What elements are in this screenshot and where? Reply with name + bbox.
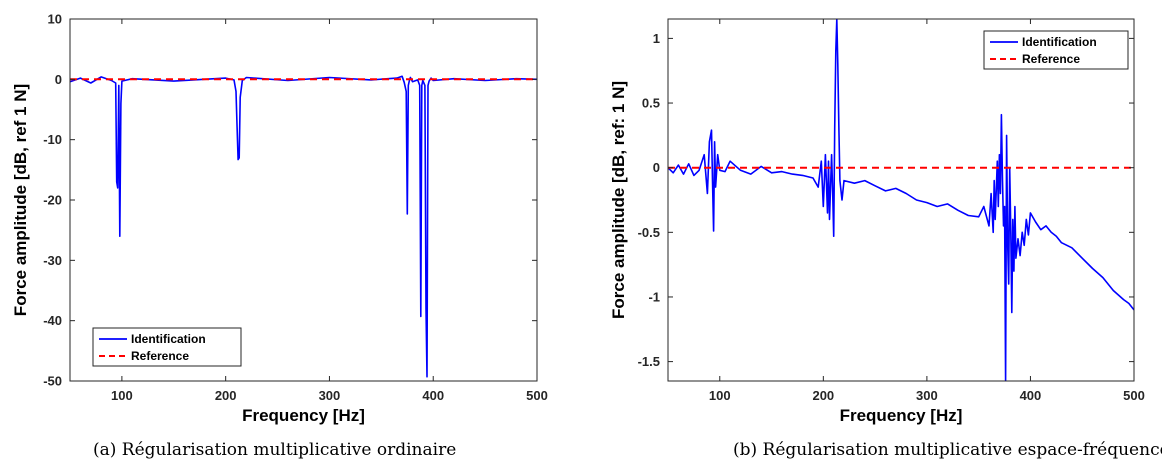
- chart-a-y-tick-label: -10: [43, 132, 62, 147]
- chart-a-y-ticks: 10 0 -10 -20 -30 -40 -50: [43, 12, 537, 389]
- chart-a-y-tick-label: 10: [48, 12, 62, 27]
- chart-a-frame: [69, 18, 538, 382]
- chart-b-series: [668, 19, 1134, 381]
- chart-b-x-tick-label: 300: [916, 388, 938, 403]
- chart-b-y-ticks: 1 0.5 0 -0.5 -1 -1.5: [638, 31, 1134, 369]
- chart-b-y-tick-label: 1: [653, 31, 660, 46]
- chart-b-y-tick-label: 0: [653, 160, 660, 175]
- chart-a-y-tick-label: -50: [43, 374, 62, 389]
- chart-b-y-tick-label: -1.5: [638, 354, 660, 369]
- chart-b-legend-label-reference: Reference: [1022, 52, 1080, 66]
- chart-a-x-tick-label: 200: [215, 388, 237, 403]
- chart-a: 100 200 300 400 500 100-10-20-30-40-50 Frequ…: [11, 12, 548, 426]
- chart-a-legend-label-reference: Reference: [131, 349, 189, 363]
- caption-a: (a) Régularisation multiplicative ordina…: [93, 440, 457, 460]
- chart-b-legend: Identification Reference: [983, 30, 1129, 70]
- chart-b-x-tick-label: 400: [1020, 388, 1042, 403]
- chart-a-x-tick-label: 100: [111, 388, 133, 403]
- chart-b-y-tick-label: -0.5: [638, 225, 660, 240]
- caption-b: (b) Régularisation multiplicative espace…: [733, 440, 1162, 460]
- chart-b-legend-box: [983, 30, 1129, 70]
- chart-a-legend-box: [92, 327, 242, 367]
- chart-b-x-tick-label: 200: [812, 388, 834, 403]
- chart-b-legend-label-identification: Identification: [1022, 35, 1097, 49]
- chart-b-y-tick-label: -1: [648, 289, 660, 304]
- chart-a-x-ticks: 100 200 300 400 500: [111, 19, 548, 403]
- chart-a-y-tick-label: -40: [43, 313, 62, 328]
- chart-a-y-tick-label: -20: [43, 193, 62, 208]
- chart-a-series: [70, 75, 537, 378]
- chart-b-x-axis-label: Frequency [Hz]: [840, 406, 963, 425]
- chart-b-y-tick-label: 0.5: [642, 96, 660, 111]
- chart-a-y-tick-label: -30: [43, 253, 62, 268]
- chart-b-x-tick-label: 500: [1123, 388, 1145, 403]
- chart-a-x-axis-label: Frequency [Hz]: [242, 406, 365, 425]
- chart-b-x-ticks: 100 200 300 400 500: [709, 19, 1145, 403]
- chart-b-x-tick-label: 100: [709, 388, 731, 403]
- chart-a-x-tick-label: 300: [319, 388, 341, 403]
- chart-b: 100 200 300 400 500 1 0.5 0 -0.5 -1 -1.5 Frequenc…: [609, 18, 1145, 425]
- chart-a-y-axis-label: Force amplitude [dB, ref 1 N]: [11, 84, 30, 316]
- chart-b-frame: [667, 18, 1135, 382]
- chart-a-legend: Identification Reference: [92, 327, 242, 367]
- chart-a-x-tick-label: 500: [526, 388, 548, 403]
- chart-b-series-identification: [668, 19, 1134, 381]
- chart-a-x-tick-label: 400: [422, 388, 444, 403]
- chart-a-y-tick-label: 0: [55, 72, 62, 87]
- chart-b-y-axis-label: Force amplitude [dB, ref: 1 N]: [609, 81, 628, 319]
- chart-a-legend-label-identification: Identification: [131, 332, 206, 346]
